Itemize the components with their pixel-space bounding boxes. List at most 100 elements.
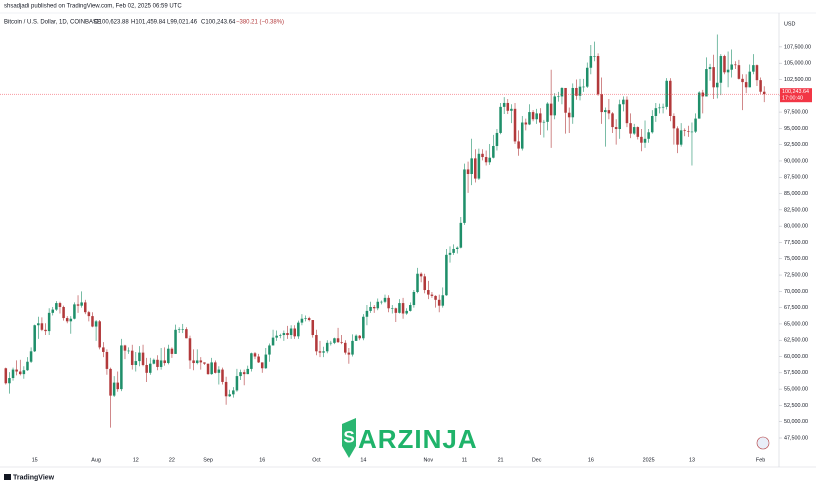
candle-body xyxy=(354,335,358,341)
candle-body xyxy=(687,130,690,132)
candle-body xyxy=(445,254,448,296)
x-tick-label: 16 xyxy=(588,457,594,463)
x-tick-label: Dec xyxy=(532,457,542,463)
candle-body xyxy=(405,310,408,314)
candle-body xyxy=(83,302,87,313)
y-tick-label: 55,000.00 xyxy=(784,387,808,393)
candle-body xyxy=(152,359,156,364)
candle-body xyxy=(466,169,470,175)
candle-body xyxy=(109,368,112,396)
candle-body xyxy=(463,169,466,223)
candle-body xyxy=(47,312,51,332)
candle-body xyxy=(647,132,650,139)
candle-body xyxy=(148,363,152,373)
ohlc-low: L99,021.46 xyxy=(167,20,198,26)
x-tick-label: 13 xyxy=(689,457,695,463)
candle-body xyxy=(394,308,398,313)
candle-body xyxy=(571,87,575,118)
candle-body xyxy=(578,86,582,96)
candle-body xyxy=(311,320,315,336)
candle-body xyxy=(380,301,383,303)
candle-body xyxy=(174,329,177,354)
candle-body xyxy=(669,80,672,116)
candle-body xyxy=(351,340,354,355)
candle-body xyxy=(18,371,22,375)
candle-body xyxy=(40,323,44,330)
candle-body xyxy=(120,345,123,390)
candle-body xyxy=(214,362,217,373)
candle-body xyxy=(387,297,390,309)
candle-body xyxy=(643,138,647,143)
candle-body xyxy=(358,335,361,339)
candle-body xyxy=(340,342,343,343)
x-tick-label: 2025 xyxy=(643,457,655,463)
candle-body xyxy=(210,362,213,375)
candle-body xyxy=(98,321,101,348)
candle-body xyxy=(369,306,372,311)
candle-body xyxy=(318,351,322,353)
candle-body xyxy=(58,303,62,307)
candle-body xyxy=(271,337,275,346)
price-tag-price: 100,243.64 xyxy=(782,89,809,95)
y-tick-label: 67,500.00 xyxy=(784,305,808,311)
candle-body xyxy=(242,372,246,375)
candle-body xyxy=(430,294,434,296)
candle-body xyxy=(80,302,83,306)
candle-body xyxy=(683,130,687,131)
candle-body xyxy=(434,295,437,300)
candle-body xyxy=(401,303,405,314)
x-tick-label: Sep xyxy=(203,457,213,463)
candle-body xyxy=(726,69,730,73)
candle-body xyxy=(192,360,195,364)
candle-body xyxy=(398,303,401,313)
candle-body xyxy=(163,360,166,364)
y-tick-label: 70,000.00 xyxy=(784,289,808,295)
candle-body xyxy=(304,318,307,319)
candle-body xyxy=(203,362,206,364)
candle-body xyxy=(181,329,185,330)
candle-body xyxy=(748,71,752,88)
candle-body xyxy=(506,102,510,111)
candle-body xyxy=(744,82,748,88)
candle-body xyxy=(708,67,712,70)
candle-body xyxy=(741,78,744,83)
footer-logo xyxy=(4,474,11,480)
candle-body xyxy=(199,360,203,363)
candle-body xyxy=(481,153,484,158)
candle-body xyxy=(185,329,188,339)
x-tick-label: 16 xyxy=(259,457,265,463)
y-tick-label: 90,000.00 xyxy=(784,158,808,164)
candle-body xyxy=(224,381,228,397)
candle-body xyxy=(297,322,300,337)
candle-body xyxy=(510,108,513,111)
candle-body xyxy=(557,96,560,98)
candle-body xyxy=(221,369,224,382)
x-tick-label: Oct xyxy=(312,457,321,463)
candle-body xyxy=(268,345,271,355)
candle-body xyxy=(275,335,278,338)
candle-body xyxy=(564,87,567,113)
candle-body xyxy=(134,361,138,365)
candle-body xyxy=(11,369,15,379)
candle-body xyxy=(232,390,235,395)
candle-body xyxy=(715,82,719,88)
candle-body xyxy=(560,87,564,97)
y-tick-label: 105,000.00 xyxy=(784,61,811,67)
y-tick-label: 107,500.00 xyxy=(784,44,811,50)
candle-body xyxy=(206,363,210,375)
watermark-icon-glyph: S xyxy=(343,427,354,446)
candle-body xyxy=(455,247,459,249)
candle-body xyxy=(730,64,733,70)
candle-body xyxy=(286,333,289,336)
candle-body xyxy=(322,351,325,353)
candle-body xyxy=(69,318,73,322)
candle-body xyxy=(629,123,632,134)
x-tick-label: 22 xyxy=(169,457,175,463)
candle-body xyxy=(289,328,293,336)
candle-body xyxy=(596,56,600,95)
candle-body xyxy=(44,329,47,332)
candle-body xyxy=(130,350,134,365)
candle-body xyxy=(87,312,91,317)
price-tag-countdown: 17:00:40 xyxy=(782,96,803,102)
candle-body xyxy=(661,106,665,108)
